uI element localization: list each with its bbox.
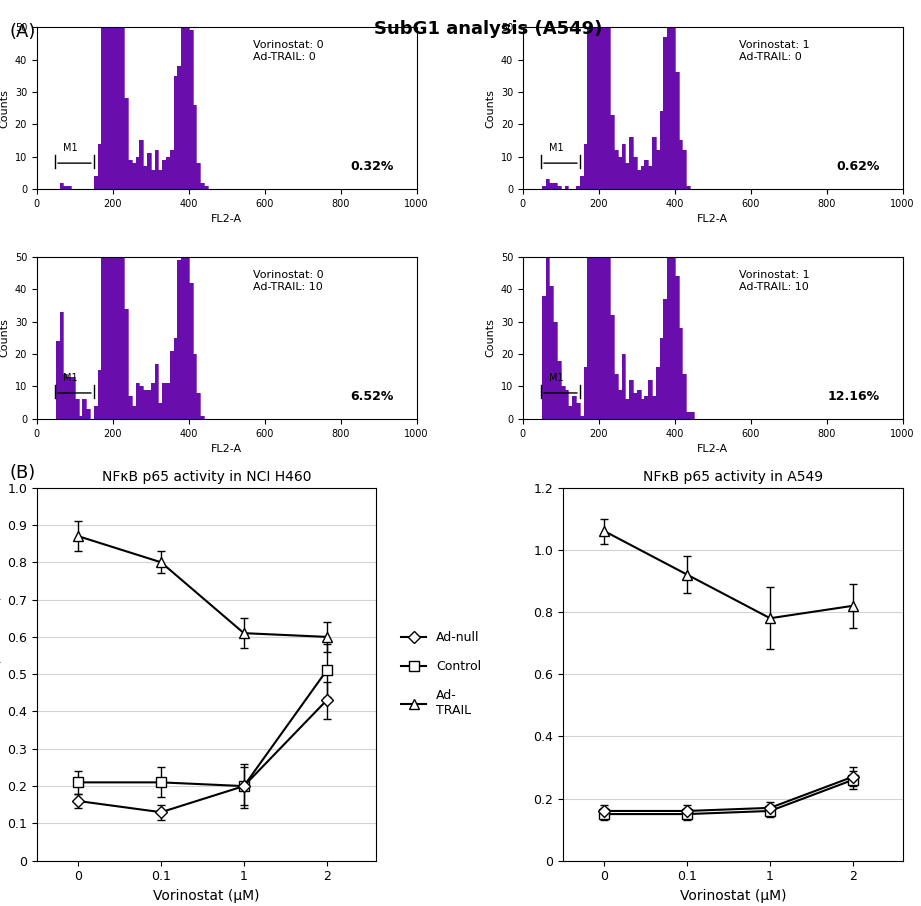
Text: M1: M1 — [63, 373, 77, 383]
Y-axis label: Counts: Counts — [0, 89, 9, 128]
Text: Vorinostat: 0
Ad-TRAIL: 0: Vorinostat: 0 Ad-TRAIL: 0 — [253, 40, 324, 62]
Text: M1: M1 — [549, 373, 564, 383]
Text: SubG1 analysis (A549): SubG1 analysis (A549) — [374, 20, 602, 38]
Y-axis label: Counts: Counts — [485, 319, 495, 357]
X-axis label: FL2-A: FL2-A — [211, 444, 242, 454]
X-axis label: Vorinostat (μM): Vorinostat (μM) — [153, 889, 260, 903]
Text: M1: M1 — [549, 143, 564, 153]
X-axis label: FL2-A: FL2-A — [697, 215, 729, 225]
Text: (B): (B) — [9, 464, 36, 482]
Text: 0.32%: 0.32% — [350, 159, 394, 173]
Text: 6.52%: 6.52% — [350, 390, 394, 402]
Text: 0.62%: 0.62% — [836, 159, 880, 173]
Text: Vorinostat: 1
Ad-TRAIL: 10: Vorinostat: 1 Ad-TRAIL: 10 — [740, 270, 810, 292]
Y-axis label: Counts: Counts — [485, 89, 495, 128]
Y-axis label: Counts: Counts — [0, 319, 9, 357]
Text: 12.16%: 12.16% — [828, 390, 880, 402]
Title: NFκB p65 activity in NCI H460: NFκB p65 activity in NCI H460 — [102, 469, 311, 484]
Legend: Ad-null, Control, Ad-
TRAIL: Ad-null, Control, Ad- TRAIL — [396, 626, 486, 722]
X-axis label: FL2-A: FL2-A — [697, 444, 729, 454]
Text: (A): (A) — [9, 23, 36, 41]
X-axis label: Vorinostat (μM): Vorinostat (μM) — [680, 889, 787, 903]
Text: Vorinostat: 1
Ad-TRAIL: 0: Vorinostat: 1 Ad-TRAIL: 0 — [740, 40, 810, 62]
Y-axis label: NFκB activation(OD 450nm): NFκB activation(OD 450nm) — [0, 596, 2, 752]
X-axis label: FL2-A: FL2-A — [211, 215, 242, 225]
Text: M1: M1 — [63, 143, 77, 153]
Title: NFκB p65 activity in A549: NFκB p65 activity in A549 — [643, 469, 822, 484]
Text: Vorinostat: 0
Ad-TRAIL: 10: Vorinostat: 0 Ad-TRAIL: 10 — [253, 270, 324, 292]
